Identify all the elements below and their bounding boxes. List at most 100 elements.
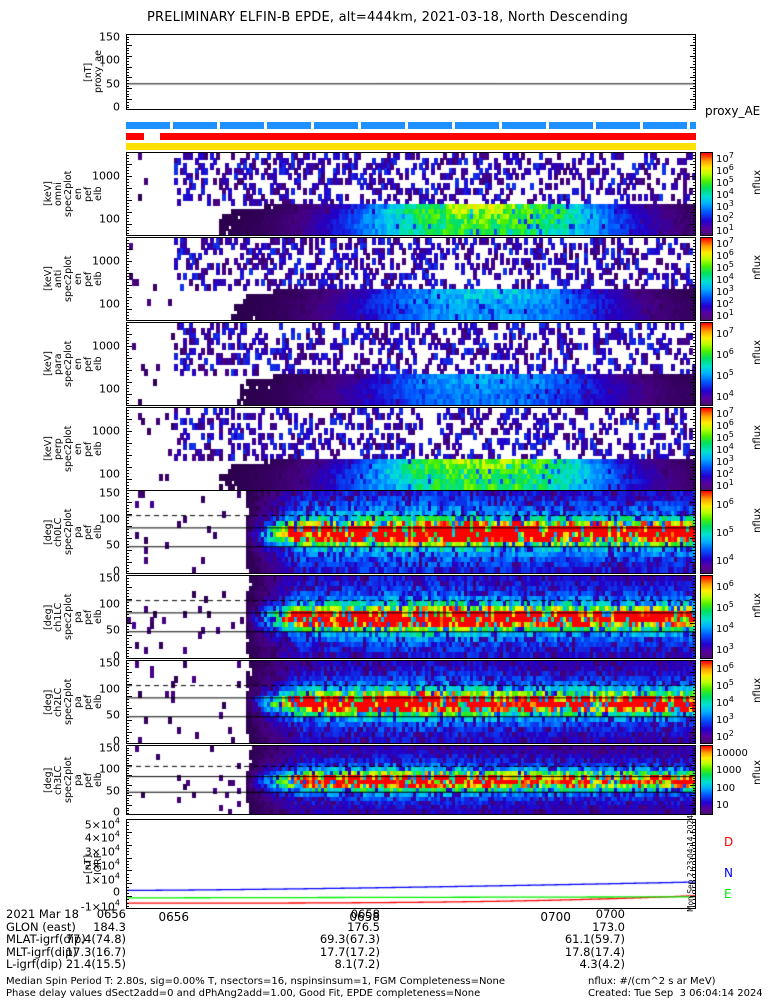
tick [693, 889, 696, 891]
tick [126, 802, 129, 804]
tick [126, 294, 129, 295]
tick [126, 526, 132, 527]
tick [126, 258, 129, 259]
tick [693, 653, 696, 654]
tick [126, 757, 129, 759]
tick [690, 562, 696, 563]
ytick-label: 1000 [92, 339, 120, 353]
tick [126, 644, 129, 645]
tick [693, 203, 696, 204]
blue-status-bar [126, 122, 696, 129]
tick [126, 780, 129, 781]
tick [126, 517, 129, 518]
tick [126, 656, 129, 657]
tick [690, 309, 696, 310]
tick [693, 476, 696, 477]
tick [126, 578, 129, 579]
tick [693, 541, 696, 542]
tick [126, 669, 129, 670]
yticks-proxy_ae: 0 50 100 150 [0, 32, 124, 113]
tick [693, 735, 696, 736]
tick [690, 44, 696, 46]
tick [693, 39, 696, 41]
colorbar-tick: 103 [716, 198, 734, 214]
tick [693, 391, 696, 392]
tick [693, 403, 696, 404]
tick [690, 611, 696, 612]
tick [693, 752, 696, 754]
tick [126, 614, 129, 615]
tick [126, 747, 129, 749]
tick [690, 844, 696, 846]
tick [693, 58, 696, 60]
tick [693, 63, 696, 65]
tick [690, 249, 696, 250]
tick [693, 559, 696, 560]
tick [126, 605, 129, 606]
tick [126, 647, 132, 648]
yticks-en_perp: 100 1000 [0, 407, 124, 491]
tick [693, 762, 696, 764]
tick [693, 233, 696, 234]
tick [126, 167, 129, 168]
tick [126, 224, 132, 225]
tick [126, 650, 129, 651]
tick [126, 752, 129, 754]
tick [693, 379, 696, 380]
tick [693, 675, 696, 676]
plot-canvas-proxy_ae [127, 35, 695, 109]
tick [126, 792, 129, 794]
tick [693, 104, 696, 106]
tick [126, 455, 132, 456]
tick [126, 864, 129, 865]
colorbar-label: nflux [752, 425, 763, 451]
tick [126, 556, 129, 557]
tick [126, 711, 129, 712]
ytick-label: 0 [113, 734, 120, 748]
tick [690, 526, 696, 527]
tick [126, 825, 129, 827]
tick [693, 681, 696, 682]
tick [690, 502, 696, 503]
tick [693, 772, 696, 774]
tick [693, 782, 696, 784]
plot-canvas-en_anti [127, 238, 695, 320]
tick [690, 765, 696, 766]
colorbar-label: nflux [752, 760, 763, 786]
tick [126, 200, 132, 201]
tick [693, 738, 696, 739]
tick [126, 182, 129, 183]
tick [693, 608, 696, 609]
tick [693, 644, 696, 645]
tick [126, 602, 129, 603]
tick [693, 757, 696, 759]
table-row-label: 2021 Mar 18 [6, 907, 79, 921]
tick [126, 687, 129, 688]
colorbar-tick: 1000 [716, 765, 742, 777]
tick [126, 72, 129, 73]
tick [126, 599, 132, 600]
tick [126, 593, 129, 594]
yticks-pa_ch3: 0 50 100 150 [0, 742, 124, 817]
tick [126, 197, 129, 198]
igrf-legend-D: D [724, 835, 734, 850]
tick [126, 741, 129, 742]
tick [126, 467, 132, 468]
tick [693, 892, 696, 894]
tick [126, 632, 129, 633]
tick [693, 800, 696, 801]
tick [690, 599, 696, 600]
tick [126, 735, 129, 736]
tick [690, 419, 696, 420]
tick [126, 194, 129, 195]
tick [126, 246, 129, 247]
tick [693, 687, 696, 688]
tick [693, 544, 696, 545]
tick [126, 838, 129, 840]
tick [693, 331, 696, 332]
tick [690, 720, 696, 721]
tick [693, 886, 696, 888]
ytick-label: 0 [113, 649, 120, 663]
colorbar-tick: 105 [716, 174, 734, 190]
tick [126, 714, 129, 715]
